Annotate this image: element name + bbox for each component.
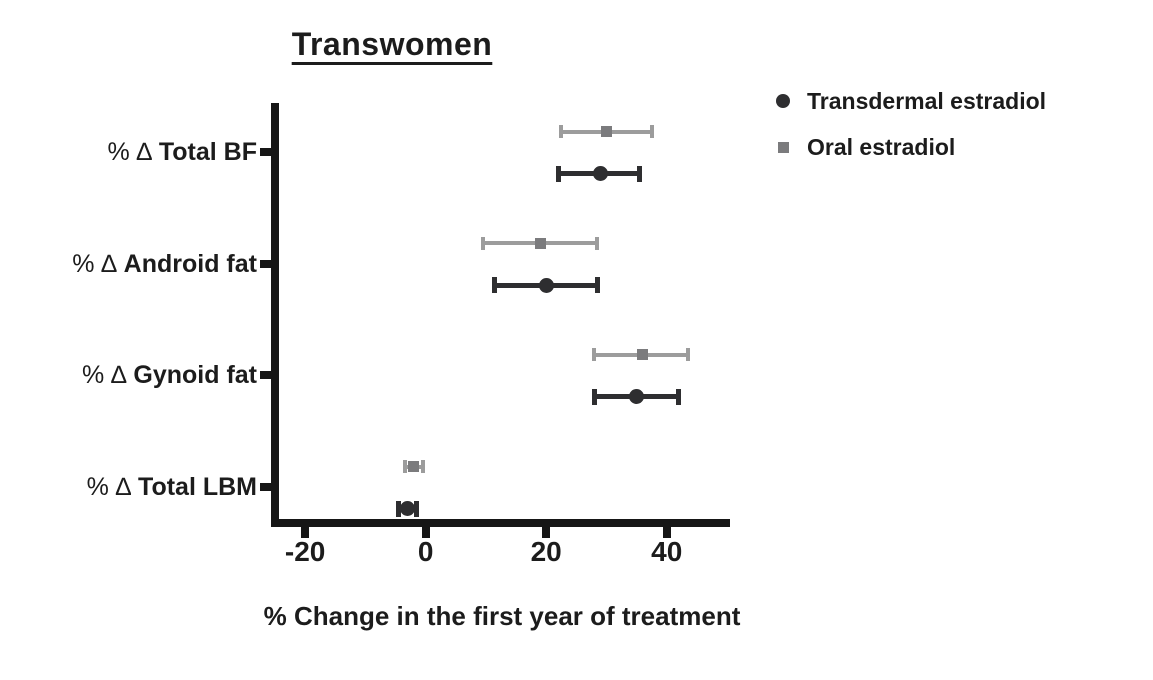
error-cap-right-transdermal-estradiol-android-fat	[594, 277, 600, 294]
x-axis-label: % Change in the first year of treatment	[263, 601, 741, 631]
y-tick	[260, 148, 271, 156]
legend-item: Transdermal estradiol	[769, 86, 1046, 116]
error-cap-right-transdermal-estradiol-gynoid-fat	[676, 388, 682, 405]
error-cap-left-transdermal-estradiol-android-fat	[492, 277, 498, 294]
category-name: Gynoid fat	[133, 361, 257, 390]
square-marker-oral-estradiol-total-lbm	[408, 461, 420, 473]
error-cap-left-oral-estradiol-gynoid-fat	[592, 348, 597, 362]
error-cap-right-oral-estradiol-total-lbm	[420, 460, 425, 474]
category-name: Total LBM	[138, 473, 257, 502]
circle-marker-transdermal-estradiol-android-fat	[538, 277, 554, 293]
y-axis-spine	[271, 103, 279, 527]
circle-marker-transdermal-estradiol-gynoid-fat	[629, 389, 645, 405]
category-prefix: % ∆	[107, 138, 159, 166]
x-tick-label: 40	[651, 536, 683, 567]
category-name: Total BF	[158, 138, 257, 166]
y-tick	[260, 483, 271, 492]
category-label: % ∆ Android fat	[0, 248, 257, 280]
x-tick-label: -20	[284, 536, 326, 567]
category-prefix: % ∆	[72, 249, 124, 278]
x-tick	[542, 527, 551, 538]
category-label: % ∆ Total LBM	[0, 471, 257, 503]
square-marker-oral-estradiol-android-fat	[534, 237, 546, 249]
legend-label: Oral estradiol	[807, 133, 956, 160]
error-cap-left-transdermal-estradiol-total-lbm	[396, 500, 402, 517]
y-tick	[260, 371, 271, 380]
error-cap-left-oral-estradiol-total-bf	[559, 125, 564, 138]
chart-title: Transwomen	[291, 26, 493, 62]
circle-marker-transdermal-estradiol-total-lbm	[400, 501, 416, 517]
error-cap-right-oral-estradiol-gynoid-fat	[685, 348, 690, 362]
category-name: Android fat	[123, 249, 257, 278]
legend: Transdermal estradiol Oral estradiol	[769, 86, 1046, 178]
x-tick	[301, 527, 310, 538]
error-cap-left-oral-estradiol-android-fat	[480, 236, 485, 250]
x-tick-label: 20	[530, 536, 562, 567]
error-cap-right-oral-estradiol-android-fat	[595, 236, 600, 250]
x-tick-label: 0	[417, 536, 434, 567]
x-axis-line	[271, 519, 730, 527]
category-prefix: % ∆	[81, 361, 134, 390]
legend-circle-icon	[769, 94, 797, 108]
error-cap-right-transdermal-estradiol-total-bf	[637, 165, 643, 182]
legend-label: Transdermal estradiol	[807, 87, 1047, 114]
x-tick	[662, 527, 671, 538]
square-marker-oral-estradiol-total-bf	[600, 126, 612, 137]
category-label: % ∆ Gynoid fat	[0, 359, 257, 391]
error-cap-right-oral-estradiol-total-bf	[649, 125, 654, 138]
error-cap-left-oral-estradiol-total-lbm	[402, 460, 407, 474]
square-marker-oral-estradiol-gynoid-fat	[637, 349, 649, 361]
error-cap-left-transdermal-estradiol-total-bf	[555, 165, 561, 182]
legend-item: Oral estradiol	[769, 132, 1046, 162]
x-tick	[421, 527, 430, 538]
error-cap-right-transdermal-estradiol-total-lbm	[414, 500, 420, 517]
category-label: % ∆ Total BF	[0, 136, 257, 168]
category-prefix: % ∆	[86, 473, 139, 502]
error-cap-left-transdermal-estradiol-gynoid-fat	[591, 388, 597, 405]
legend-square-icon	[769, 141, 797, 153]
circle-marker-transdermal-estradiol-total-bf	[592, 166, 608, 181]
y-tick	[260, 259, 271, 268]
